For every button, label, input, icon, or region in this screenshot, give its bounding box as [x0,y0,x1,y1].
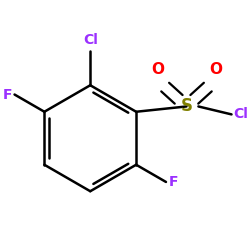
Text: O: O [151,62,164,77]
Text: S: S [180,98,192,116]
Text: F: F [2,88,12,102]
Text: O: O [209,62,222,77]
Text: Cl: Cl [83,33,98,47]
Text: F: F [169,175,178,189]
Text: Cl: Cl [233,108,248,122]
